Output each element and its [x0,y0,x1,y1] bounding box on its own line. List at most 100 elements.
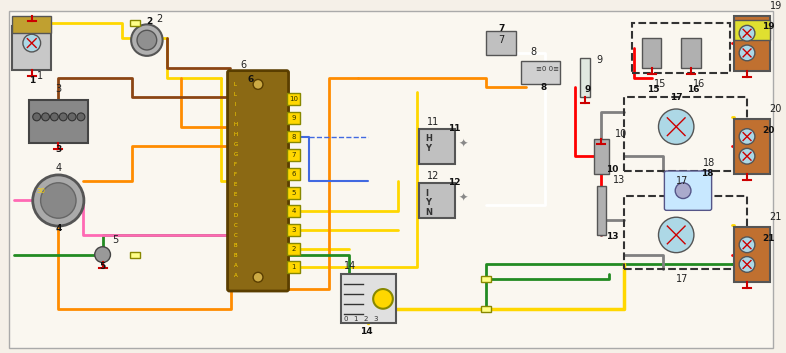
Circle shape [253,79,263,89]
Bar [521,61,560,84]
Circle shape [77,113,85,121]
Text: N: N [425,208,432,217]
Circle shape [95,247,111,263]
Bar [624,97,747,171]
Bar [287,187,300,198]
Text: 1: 1 [292,264,296,270]
Bar [287,243,300,255]
Text: A: A [233,273,237,278]
Circle shape [739,257,755,272]
Bar [420,129,455,164]
Text: 20: 20 [769,104,782,114]
Circle shape [42,113,50,121]
Text: 15: 15 [654,79,666,89]
Circle shape [373,289,393,309]
Text: D: D [233,203,237,208]
Text: 9: 9 [597,55,603,65]
Text: 5: 5 [292,190,296,196]
Bar [29,100,88,143]
Text: 21: 21 [762,234,775,243]
Bar [597,186,606,235]
Circle shape [739,148,755,164]
Text: 18: 18 [703,158,715,168]
Text: 3: 3 [55,145,61,154]
Text: 12: 12 [447,178,460,187]
Text: 21: 21 [769,212,782,222]
Text: 8: 8 [292,133,296,139]
Bar [734,20,769,40]
Text: F: F [234,162,237,167]
Text: 15: 15 [648,85,659,94]
Circle shape [137,30,156,50]
Text: 10: 10 [615,128,627,138]
Bar [481,276,491,282]
Text: H: H [425,134,432,143]
Text: 4: 4 [55,163,61,173]
Text: 13: 13 [606,232,619,241]
Bar [580,58,590,97]
Circle shape [659,217,694,253]
Circle shape [659,109,694,144]
Bar [340,274,396,323]
Text: 3: 3 [373,316,377,322]
Text: E: E [233,183,237,187]
Text: ≡0 0≡: ≡0 0≡ [535,66,559,72]
Text: 6: 6 [247,75,253,84]
Text: 10: 10 [606,166,619,174]
Bar [734,119,769,174]
Text: 14: 14 [344,261,357,271]
Text: 30: 30 [37,188,46,194]
Text: 17: 17 [676,274,689,284]
Text: L: L [234,92,237,97]
Text: 6: 6 [241,60,246,70]
Circle shape [59,113,67,121]
Bar [287,149,300,161]
Bar [287,112,300,124]
Text: 5: 5 [100,262,106,271]
Text: 19: 19 [769,1,782,11]
Bar [624,196,747,269]
Text: 8: 8 [531,47,537,57]
Text: H: H [233,122,237,127]
Text: H: H [233,132,237,137]
Text: 2: 2 [292,246,296,252]
Text: D: D [233,213,237,217]
Text: 20: 20 [762,126,775,135]
Text: 16: 16 [687,85,700,94]
Text: 1: 1 [354,316,358,322]
Text: 7: 7 [292,152,296,158]
Bar [287,224,300,236]
Circle shape [41,183,76,218]
FancyBboxPatch shape [228,71,288,291]
Bar [420,183,455,218]
Text: 2: 2 [147,17,153,26]
Bar [12,16,51,33]
Bar [287,131,300,143]
Text: B: B [233,253,237,258]
FancyBboxPatch shape [664,171,711,210]
Text: 18: 18 [701,169,714,178]
Circle shape [675,183,691,198]
Text: C: C [233,233,237,238]
Bar [287,93,300,105]
Text: 1: 1 [37,71,42,82]
Text: I: I [234,112,237,117]
Text: 17: 17 [670,93,682,102]
Text: 14: 14 [360,327,373,336]
Text: 4: 4 [292,208,296,214]
Bar [734,227,769,282]
Text: L: L [234,82,237,87]
Circle shape [253,272,263,282]
Text: 7: 7 [498,24,505,33]
Bar [734,16,769,71]
Text: 2: 2 [363,316,368,322]
Text: 10: 10 [289,96,298,102]
Text: C: C [233,223,237,228]
Bar [130,20,140,26]
Text: 2: 2 [156,14,163,24]
Bar [481,306,491,312]
Text: F: F [234,172,237,178]
Circle shape [50,113,58,121]
Text: ✦: ✦ [459,138,468,148]
Text: 11: 11 [447,124,460,133]
